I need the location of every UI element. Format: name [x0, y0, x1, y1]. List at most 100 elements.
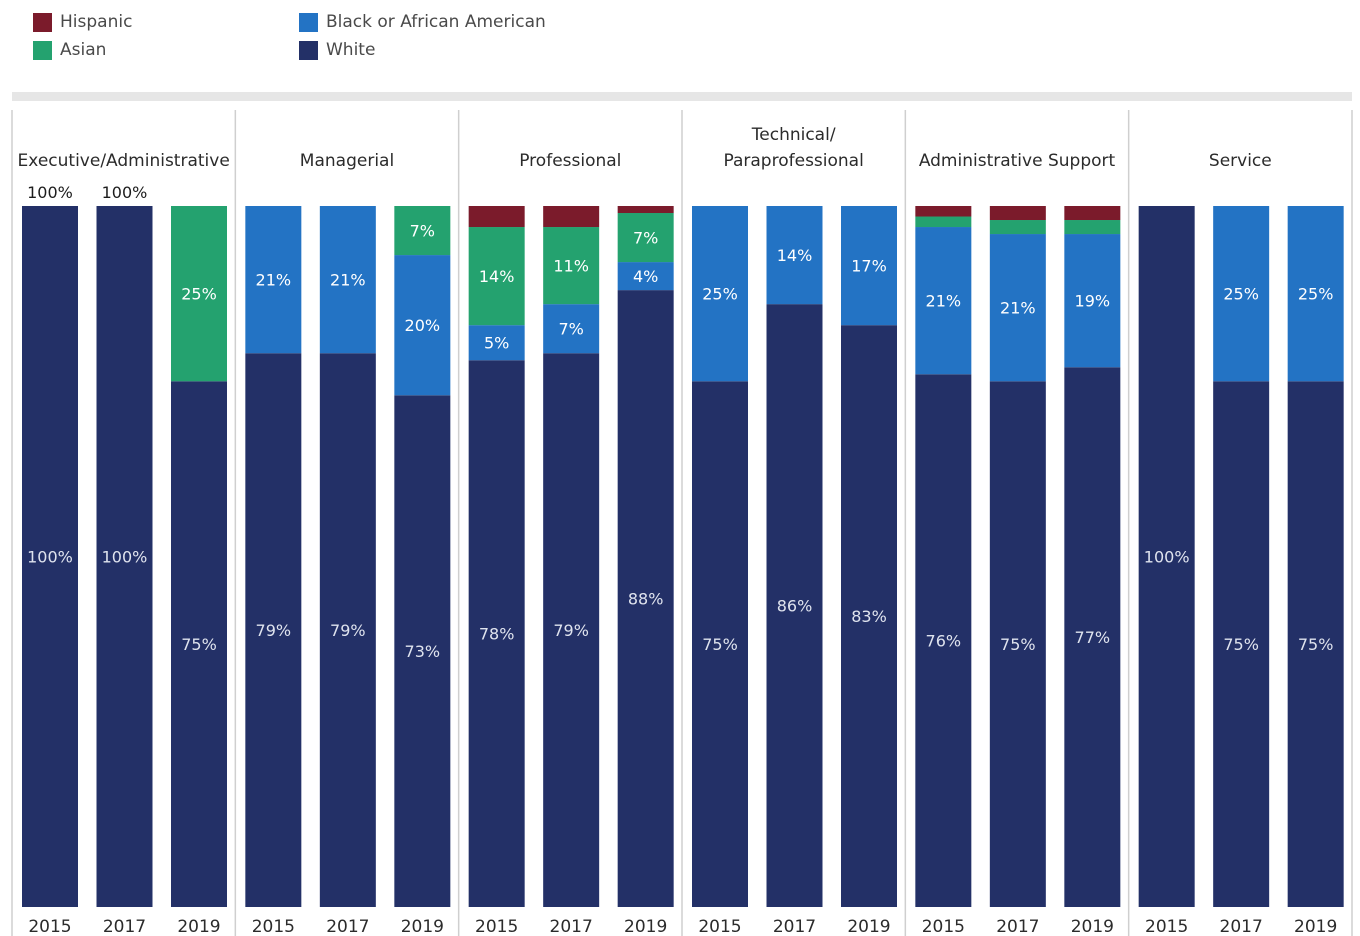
legend-swatch-white	[299, 40, 318, 60]
data-label-administrative-support-2019-black-or-african-american: 19%	[1075, 292, 1111, 311]
data-label-technical-paraprofessional-2015-black-or-african-american: 25%	[702, 285, 738, 304]
bar-segment-service-2015-white	[1138, 206, 1195, 907]
data-label-managerial-2015-black-or-african-american: 21%	[256, 271, 292, 290]
x-tick-label-managerial-2017: 2017	[326, 917, 369, 936]
data-label-administrative-support-2015-black-or-african-american: 21%	[926, 292, 962, 311]
data-label-service-2019-white: 75%	[1298, 635, 1334, 654]
data-label-managerial-2017-white: 79%	[330, 621, 366, 640]
data-label-professional-2015-asian: 14%	[479, 267, 515, 286]
data-label-technical-paraprofessional-2015-white: 75%	[702, 635, 738, 654]
bar-segment-professional-2019-white	[617, 290, 674, 907]
panel-title-technical-paraprofessional: Technical/Paraprofessional	[724, 125, 864, 171]
data-label-managerial-2017-black-or-african-american: 21%	[330, 271, 366, 290]
data-label-service-2017-black-or-african-american: 25%	[1223, 285, 1259, 304]
data-label-professional-2017-black-or-african-american: 7%	[558, 320, 583, 339]
x-tick-label-executive-administrative-2017: 2017	[103, 917, 146, 936]
x-tick-label-technical-paraprofessional-2015: 2015	[698, 917, 741, 936]
bar-segment-professional-2019-hispanic	[617, 206, 674, 214]
data-label-managerial-2015-white: 79%	[256, 621, 292, 640]
bar-segment-technical-paraprofessional-2015-black-or-african-american	[692, 206, 748, 382]
bar-segment-managerial-2019-asian	[394, 206, 451, 256]
chart-panels: Executive/Administrative 100% 100% 2015 100%…	[11, 110, 1353, 936]
bar-segment-executive-administrative-2019-asian	[171, 206, 227, 382]
x-tick-label-service-2019: 2019	[1294, 917, 1337, 936]
x-tick-label-executive-administrative-2015: 2015	[28, 917, 71, 936]
bar-segment-administrative-support-2017-white	[989, 381, 1046, 907]
x-tick-label-professional-2015: 2015	[475, 917, 518, 936]
bar-segment-professional-2017-hispanic	[543, 206, 600, 228]
data-label-executive-administrative-2015-white: 100%	[27, 548, 73, 567]
bar-segment-managerial-2017-white	[319, 353, 376, 908]
chart-top-rule	[12, 92, 1352, 101]
bar-segment-administrative-support-2015-black-or-african-american	[915, 227, 972, 375]
bar-segment-managerial-2015-white	[245, 353, 302, 908]
x-tick-label-administrative-support-2019: 2019	[1071, 917, 1114, 936]
bar-segment-technical-paraprofessional-2019-black-or-african-american	[841, 206, 897, 326]
bar-segment-administrative-support-2017-black-or-african-american	[989, 234, 1046, 382]
bar-segment-professional-2015-white	[468, 360, 525, 908]
data-label-service-2015-white: 100%	[1144, 548, 1190, 567]
bar-segment-executive-administrative-2015-white	[22, 206, 78, 907]
panel-title-managerial: Managerial	[300, 151, 394, 171]
x-tick-label-technical-paraprofessional-2019: 2019	[847, 917, 890, 936]
bar-segment-managerial-2015-black-or-african-american	[245, 206, 302, 354]
bar-segment-administrative-support-2019-white	[1064, 367, 1121, 908]
data-label-professional-2019-black-or-african-american: 4%	[633, 267, 658, 286]
bar-segment-technical-paraprofessional-2015-white	[692, 381, 748, 907]
legend-swatch-black-or-african-american	[299, 12, 318, 32]
legend-swatch-asian	[33, 40, 52, 60]
data-label-professional-2017-white: 79%	[553, 621, 589, 640]
x-tick-label-managerial-2015: 2015	[252, 917, 295, 936]
data-label-executive-administrative-2019-asian: 25%	[181, 285, 217, 304]
data-label-professional-2015-black-or-african-american: 5%	[484, 334, 509, 353]
bar-segment-technical-paraprofessional-2017-black-or-african-american	[766, 206, 823, 305]
bar-segment-professional-2017-black-or-african-american	[543, 304, 600, 354]
bar-segment-managerial-2019-white	[394, 395, 451, 907]
bar-segment-professional-2017-asian	[543, 227, 600, 305]
bar-segment-professional-2015-asian	[468, 227, 525, 326]
x-tick-label-service-2015: 2015	[1145, 917, 1188, 936]
bar-segment-administrative-support-2017-hispanic	[989, 206, 1046, 221]
x-tick-label-administrative-support-2017: 2017	[996, 917, 1039, 936]
data-label-administrative-support-2017-white: 75%	[1000, 635, 1036, 654]
x-tick-label-executive-administrative-2019: 2019	[177, 917, 220, 936]
data-label-professional-2017-asian: 11%	[553, 257, 589, 276]
x-tick-label-administrative-support-2015: 2015	[922, 917, 965, 936]
bar-segment-service-2019-black-or-african-american	[1287, 206, 1344, 382]
bar-segment-service-2017-white	[1213, 381, 1270, 907]
panel-title-executive-administrative: Executive/Administrative	[18, 151, 230, 171]
x-tick-label-managerial-2019: 2019	[401, 917, 444, 936]
bar-segment-administrative-support-2017-asian	[989, 220, 1046, 235]
data-label-executive-administrative-2017-white: 100%	[102, 548, 148, 567]
bar-segment-service-2017-black-or-african-american	[1213, 206, 1270, 382]
bar-segment-executive-administrative-2019-white	[171, 381, 227, 907]
data-label-managerial-2019-asian: 7%	[410, 222, 435, 241]
bar-segment-technical-paraprofessional-2019-white	[841, 325, 897, 907]
legend-label-hispanic: Hispanic	[60, 12, 133, 32]
data-label-administrative-support-2017-black-or-african-american: 21%	[1000, 299, 1036, 318]
bar-segment-administrative-support-2019-asian	[1064, 220, 1121, 235]
legend-item-black-or-african-american: Black or African American	[299, 10, 546, 34]
legend-item-asian: Asian	[33, 38, 106, 62]
data-label-executive-administrative-2019-white: 75%	[181, 635, 217, 654]
bar-segment-administrative-support-2015-hispanic	[915, 206, 972, 217]
legend-label-black-or-african-american: Black or African American	[326, 12, 546, 32]
legend-item-hispanic: Hispanic	[33, 10, 132, 34]
data-label-technical-paraprofessional-2017-white: 86%	[777, 597, 813, 616]
data-label-administrative-support-2019-white: 77%	[1075, 628, 1111, 647]
bar-segment-professional-2015-black-or-african-american	[468, 325, 525, 361]
data-label-managerial-2019-black-or-african-american: 20%	[405, 316, 441, 335]
legend-swatch-hispanic	[33, 12, 52, 32]
bar-segment-technical-paraprofessional-2017-white	[766, 304, 823, 907]
bar-segment-professional-2015-hispanic	[468, 206, 525, 228]
bar-segment-service-2019-white	[1287, 381, 1344, 907]
x-tick-label-professional-2019: 2019	[624, 917, 667, 936]
data-label-service-2019-black-or-african-american: 25%	[1298, 285, 1334, 304]
bar-segment-executive-administrative-2017-white	[96, 206, 153, 907]
legend-label-asian: Asian	[60, 40, 107, 60]
x-tick-label-service-2017: 2017	[1220, 917, 1263, 936]
data-label-technical-paraprofessional-2017-black-or-african-american: 14%	[777, 246, 813, 265]
legend-label-white: White	[326, 40, 376, 60]
data-label-above-executive-administrative-2015: 100%	[27, 183, 73, 202]
